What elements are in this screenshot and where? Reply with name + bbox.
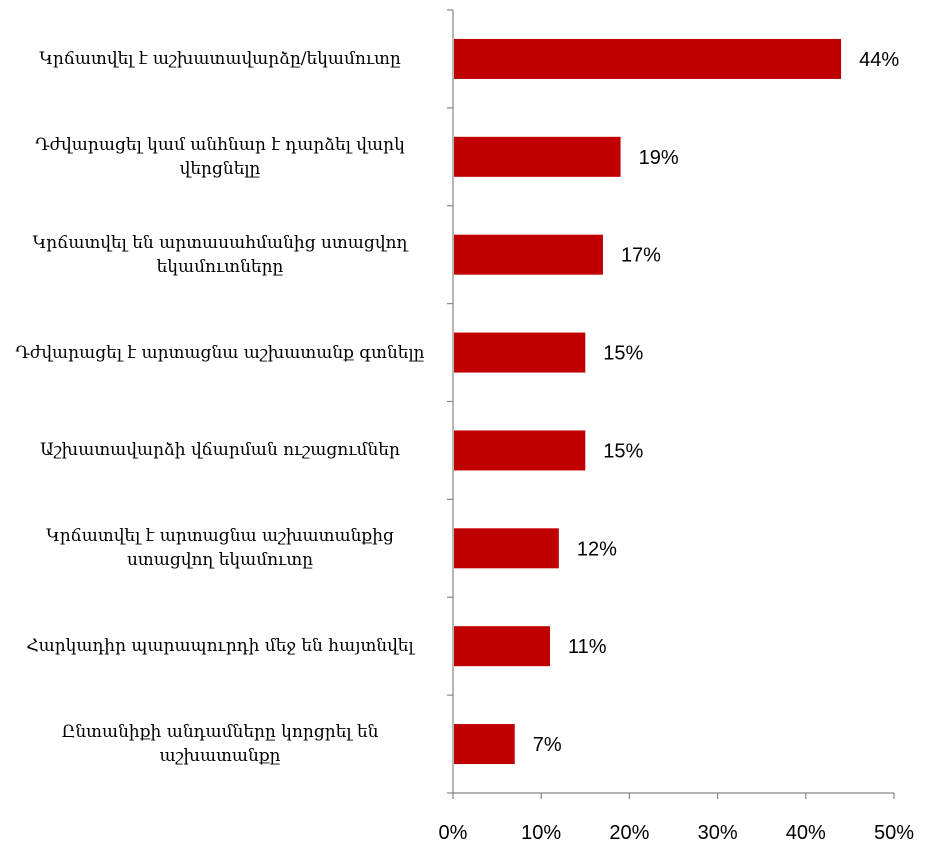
value-label-6: 12% xyxy=(577,538,617,560)
value-label-3: 17% xyxy=(621,245,661,267)
x-tick-label-0: 0% xyxy=(439,822,468,843)
axes-layer xyxy=(447,9,895,799)
labels-layer: 44% 19% 17% 15% 15% 12% 11% 7% 0% 10% 20% 30% 40% 50% xyxy=(439,49,915,843)
bar-4 xyxy=(454,332,586,373)
category-label-3: Կրճատվել են արտասահմանից ստացվող եկամուտ… xyxy=(32,232,408,277)
category-label-6: Կրճատվել է արտացնա աշխատանքից ստացվող եկ… xyxy=(46,526,394,571)
x-tick-label-2: 20% xyxy=(609,822,649,843)
category-label-7: Հարկադիր պարապուրդի մեջ են հայտնվել xyxy=(26,636,414,657)
bar-7 xyxy=(454,626,551,667)
bar-2 xyxy=(454,136,621,177)
x-tick-label-3: 30% xyxy=(698,822,738,843)
category-label-2: Դժվարացել կամ անհնար է դարձել վարկ վերցն… xyxy=(35,134,405,179)
bar-6 xyxy=(454,528,559,569)
x-tick-label-5: 50% xyxy=(874,822,914,843)
category-label-8: Ընտանիքի անդամները կորցրել են աշխատանքը xyxy=(61,722,379,767)
value-label-7: 11% xyxy=(568,636,607,658)
value-label-5: 15% xyxy=(603,440,643,462)
category-label-5: Աշխատավարձի վճարման ուշացումներ xyxy=(40,440,400,461)
bars-layer xyxy=(454,38,842,765)
value-label-2: 19% xyxy=(639,147,679,169)
x-tick-label-4: 40% xyxy=(786,822,826,843)
value-label-1: 44% xyxy=(859,49,899,71)
bar-8 xyxy=(454,724,515,765)
bar-1 xyxy=(454,38,842,79)
bar-3 xyxy=(454,234,603,275)
value-label-4: 15% xyxy=(603,343,643,365)
category-label-1: Կրճատվել է աշխատավարձը/եկամուտը xyxy=(39,48,401,69)
x-tick-label-1: 10% xyxy=(521,822,561,843)
bar-5 xyxy=(454,430,586,471)
category-label-4: Դժվարացել է արտացնա աշխատանք գտնելը xyxy=(15,342,425,363)
value-label-8: 7% xyxy=(533,734,562,756)
